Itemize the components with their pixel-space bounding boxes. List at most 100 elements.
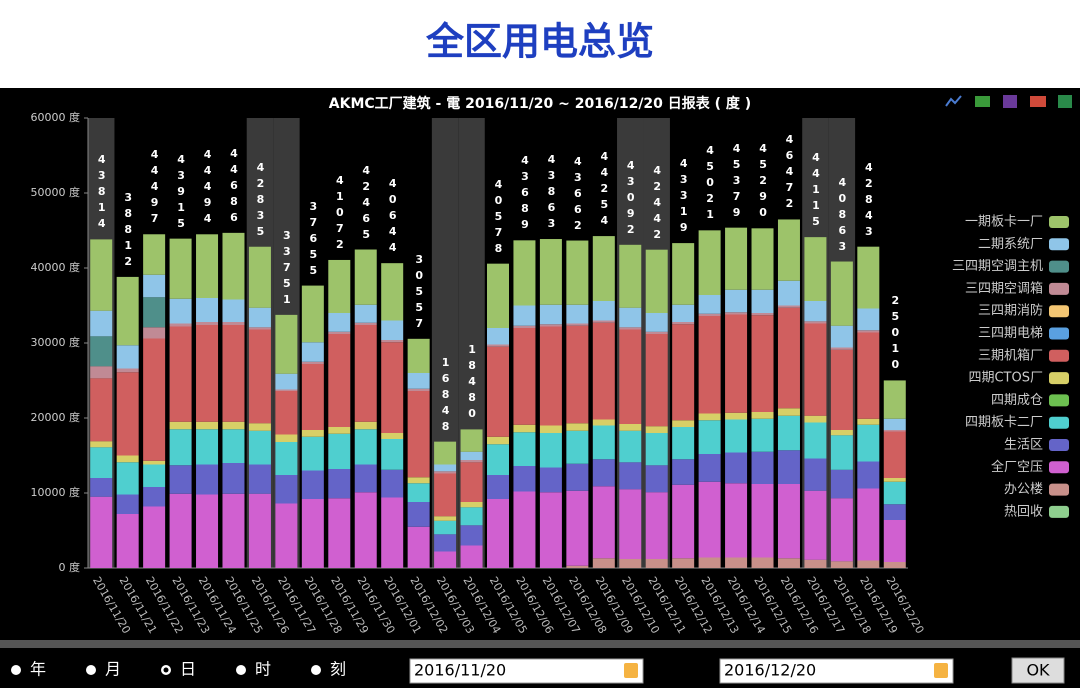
bar-segment [857,424,880,462]
bar-segment [169,238,192,299]
total-label: 43662 [571,154,585,235]
bar-segment [328,433,351,469]
bar-segment [407,502,430,527]
bar-segment [407,338,430,373]
date-input[interactable] [409,658,644,684]
radio-label: 月 [105,660,121,679]
bar-segment [513,491,536,568]
bar-segment [434,471,457,474]
image-icon[interactable] [1030,96,1046,107]
bar-segment [275,314,298,374]
save-icon[interactable] [1003,95,1017,108]
bar-segment [169,326,192,422]
bar-segment [222,463,245,494]
bar-segment [751,412,774,419]
bar-segment [275,434,298,442]
legend-label: 热回收 [1004,504,1043,519]
legend-label: 全厂空压 [991,459,1043,475]
radio[interactable] [86,665,96,675]
bar-segment [248,307,271,328]
total-label: 43092 [624,158,638,239]
bar-segment [196,298,219,322]
bar-segment [143,460,166,465]
bar-segment [460,545,483,568]
bar-segment [301,361,324,364]
bar-segment [407,391,430,478]
line-icon[interactable] [945,95,962,107]
bar-segment [248,246,271,308]
calendar-icon[interactable] [934,663,948,678]
bar-segment [698,316,721,414]
legend-swatch [1049,216,1069,228]
bar-segment [725,314,748,413]
bar-segment [222,421,245,430]
bar-segment [883,478,906,482]
bar-segment [592,425,615,460]
legend-swatch [1049,483,1069,496]
total-label: 44497 [148,148,162,229]
bar-segment [407,388,430,391]
bar-segment [857,418,880,425]
ok-label: OK [1026,661,1050,680]
bar-segment [301,364,324,430]
radio[interactable] [11,665,21,675]
ok-button[interactable] [1011,657,1065,684]
bar-segment [222,493,245,568]
bar-segment [116,494,139,514]
bar-segment [90,366,113,379]
total-label: 43863 [544,153,558,234]
excel-icon[interactable] [1058,95,1072,108]
bar-segment [725,557,748,568]
bar-segment [301,342,324,362]
bar-segment [830,261,853,326]
bar-segment [434,473,457,517]
total-label: 44115 [809,151,823,232]
bar-segment [275,391,298,435]
bar-segment [196,322,219,325]
radio[interactable] [311,665,321,675]
bar-segment [777,219,800,281]
bar-segment [883,430,906,432]
radio[interactable] [236,665,246,675]
total-label: 43915 [174,152,188,233]
bar-segment [434,441,457,465]
radio-dot [163,667,169,673]
bar-segment [619,559,642,568]
bar-segment [539,326,562,426]
total-label: 16848 [439,355,453,436]
toolbar[interactable] [945,95,1072,108]
bar-segment [777,484,800,559]
bar-segment [645,313,668,332]
bar-segment [672,420,695,427]
y-tick-label: 10000 度 [31,485,81,499]
bar-segment [883,481,906,505]
bar-segment [725,289,748,313]
bar-segment [566,423,589,431]
total-label: 44686 [227,146,241,227]
table-icon[interactable] [975,96,990,107]
legend-swatch [1049,461,1069,474]
bar-segment [672,427,695,460]
bar-segment [328,259,351,313]
bar-segment [698,454,721,482]
bar-segment [222,325,245,422]
bar-segment [487,346,509,437]
radio-label: 时 [255,660,271,679]
bar-segment [90,441,113,448]
calendar-icon[interactable] [624,663,638,678]
bar-segment [672,459,695,485]
bar-segment [169,323,192,327]
legend-swatch [1049,238,1069,251]
bar-segment [751,313,774,316]
bar-segment [116,514,139,568]
bar-segment [566,565,589,568]
bar-segment [143,327,166,339]
total-label: 42442 [650,163,664,244]
bar-segment [619,462,642,490]
bar-segment [328,427,351,434]
total-label: 30557 [412,252,426,333]
radio-label: 刻 [330,660,346,679]
date-input[interactable] [719,658,954,684]
y-tick-label: 0 度 [59,560,81,574]
